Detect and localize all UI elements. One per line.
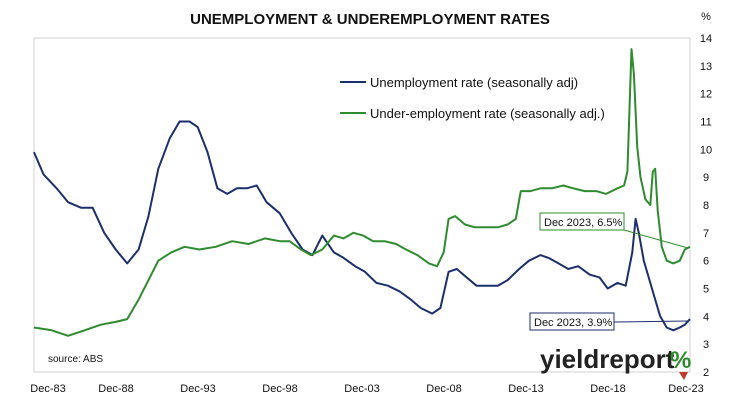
legend-label-unemployment: Unemployment rate (seasonally adj) [370, 75, 578, 90]
annotation-box [539, 212, 625, 231]
x-tick-label: Dec-98 [262, 383, 297, 395]
x-tick-label: Dec-88 [98, 383, 133, 395]
y-tick-label: 10 [700, 144, 712, 156]
legend: Unemployment rate (seasonally adj) Under… [340, 75, 605, 121]
series-line-unemployment [33, 120, 691, 332]
y-tick-label: 2 [703, 367, 709, 379]
annotation-leader [613, 320, 689, 323]
y-axis: 2 3 4 5 6 7 8 9 10 11 12 13 14 [700, 33, 712, 379]
logo-arrow-icon [679, 372, 688, 380]
x-tick-label: Dec-03 [344, 383, 379, 395]
y-tick-label: 13 [700, 61, 712, 73]
plot-area [33, 37, 691, 373]
legend-label-underemployment: Under-employment rate (seasonally adj.) [370, 106, 605, 121]
yieldreport-logo: yieldreport % [540, 344, 691, 380]
chart-title: UNEMPLOYMENT & UNDEREMPLOYMENT RATES [190, 11, 550, 28]
source-note: source: ABS [48, 354, 103, 365]
y-tick-label: 4 [703, 311, 709, 323]
y-tick-label: 9 [703, 172, 709, 184]
annotation-underemployment: Dec 2023, 6.5% [539, 212, 689, 249]
annotation-label: Dec 2023, 6.5% [544, 217, 622, 229]
annotation-label: Dec 2023, 3.9% [534, 317, 612, 329]
x-tick-label: Dec-93 [180, 383, 215, 395]
y-tick-label: 5 [703, 284, 709, 296]
x-tick-label: Dec-13 [508, 383, 543, 395]
x-tick-label: Dec-23 [668, 383, 703, 395]
y-tick-label: 7 [703, 228, 709, 240]
annotation-unemployment: Dec 2023, 3.9% [529, 312, 689, 331]
x-tick-label: Dec-08 [426, 383, 461, 395]
y-axis-unit: % [701, 11, 711, 23]
y-tick-label: 8 [703, 200, 709, 212]
y-tick-label: 11 [700, 117, 711, 129]
x-tick-label: Dec-18 [590, 383, 625, 395]
y-tick-label: 3 [703, 339, 709, 351]
y-tick-label: 12 [700, 89, 712, 101]
series-line-underemployment [33, 48, 691, 337]
logo-wordmark: yieldreport [540, 344, 675, 374]
y-tick-label: 14 [700, 33, 712, 45]
x-tick-label: Dec-83 [30, 383, 65, 395]
logo-percent-icon: % [670, 347, 691, 374]
annotation-leader [623, 229, 689, 249]
x-axis: Dec-83 Dec-88 Dec-93 Dec-98 Dec-03 Dec-08 Dec-… [30, 383, 703, 395]
y-tick-label: 6 [703, 256, 709, 268]
series-lines [33, 48, 691, 337]
